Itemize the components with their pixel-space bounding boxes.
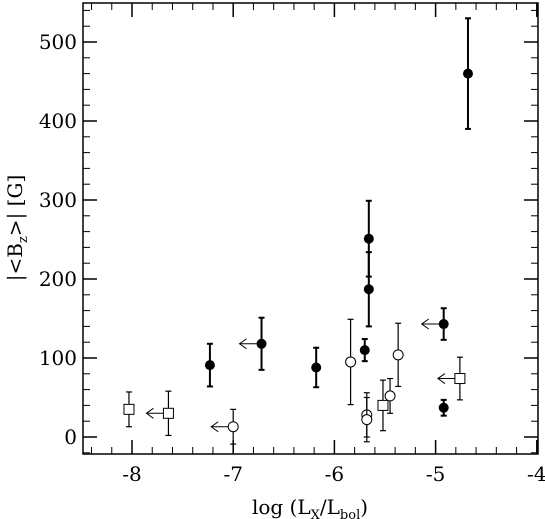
filled-circle-marker bbox=[363, 284, 374, 295]
y-axis-label-end: >| [G] bbox=[3, 175, 28, 236]
filled-circle-marker bbox=[438, 402, 449, 413]
data-point bbox=[359, 338, 370, 363]
upper-limit-arrow-head bbox=[210, 421, 219, 433]
upper-limit-arrow-head bbox=[420, 318, 429, 330]
filled-circle-marker bbox=[363, 233, 374, 244]
y-tick-label: 100 bbox=[39, 346, 77, 370]
data-point bbox=[438, 398, 449, 417]
data-point bbox=[384, 377, 396, 414]
axis-ticks: -8 -7 -6 -5 -4 0 100 200 300 400 500 bbox=[39, 3, 545, 486]
y-tick-label: 200 bbox=[39, 267, 77, 291]
data-point bbox=[311, 346, 322, 389]
x-tick-label: -6 bbox=[325, 462, 344, 486]
x-axis-label: log (LX/Lbol) bbox=[252, 495, 368, 519]
open-square-marker bbox=[123, 403, 135, 415]
x-tick-label: -7 bbox=[223, 462, 242, 486]
y-tick-label: 300 bbox=[39, 188, 77, 212]
open-circle-marker bbox=[345, 356, 357, 368]
data-point bbox=[361, 396, 373, 443]
filled-circle-marker bbox=[359, 345, 370, 356]
open-circle-marker bbox=[227, 421, 239, 433]
data-point bbox=[204, 342, 215, 388]
data-point bbox=[345, 318, 357, 406]
data-marks bbox=[123, 17, 473, 445]
data-point bbox=[420, 307, 449, 341]
data-point bbox=[123, 391, 135, 428]
x-axis-label-mid: /L bbox=[320, 495, 340, 519]
y-tick-label: 0 bbox=[64, 425, 77, 449]
open-square-marker bbox=[162, 407, 174, 419]
upper-limit-arrow-head bbox=[238, 338, 247, 350]
x-tick-label: -8 bbox=[122, 462, 141, 486]
open-square-marker bbox=[377, 399, 389, 411]
filled-circle-marker bbox=[462, 68, 473, 79]
y-axis-label-sub: z bbox=[16, 236, 31, 243]
data-point bbox=[145, 390, 174, 437]
x-tick-label: -4 bbox=[527, 462, 545, 486]
y-axis-label-main: |<B bbox=[3, 243, 28, 281]
filled-circle-marker bbox=[438, 319, 449, 330]
data-point bbox=[363, 251, 374, 328]
plot-frame bbox=[82, 2, 539, 455]
y-tick-label: 500 bbox=[39, 30, 77, 54]
x-axis-label-sub1: X bbox=[311, 508, 321, 519]
data-point bbox=[437, 356, 466, 401]
x-tick-label: -5 bbox=[426, 462, 445, 486]
open-circle-marker bbox=[392, 349, 404, 361]
open-circle-marker bbox=[384, 390, 396, 402]
open-circle-marker bbox=[361, 414, 373, 426]
x-axis-label-end: ) bbox=[360, 495, 368, 519]
x-axis-label-sub2: bol bbox=[340, 508, 360, 519]
upper-limit-arrow-head bbox=[145, 407, 154, 419]
data-point bbox=[462, 17, 473, 130]
upper-limit-arrow-head bbox=[437, 373, 446, 384]
data-point bbox=[392, 322, 404, 388]
open-square-marker bbox=[454, 373, 466, 385]
filled-circle-marker bbox=[256, 338, 267, 349]
filled-circle-marker bbox=[311, 362, 322, 373]
y-tick-label: 400 bbox=[39, 109, 77, 133]
data-point bbox=[377, 379, 389, 432]
data-point bbox=[210, 408, 239, 445]
filled-circle-marker bbox=[204, 360, 215, 371]
data-point bbox=[238, 316, 267, 371]
y-axis-label: |<Bz>| [G] bbox=[3, 175, 31, 282]
x-axis-label-main: log (L bbox=[252, 495, 311, 519]
